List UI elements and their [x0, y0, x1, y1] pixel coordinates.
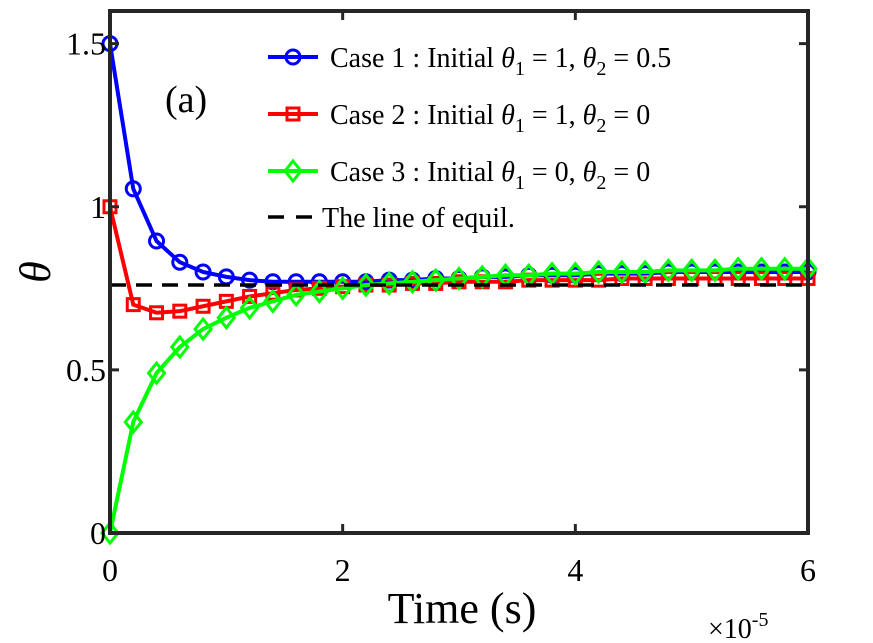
legend-marker: [283, 158, 303, 184]
data-point: [635, 259, 656, 285]
data-point: [265, 285, 281, 301]
x-tick-label: 6: [800, 552, 816, 588]
data-point: [146, 360, 167, 386]
data-point: [777, 271, 793, 287]
data-point: [239, 295, 260, 321]
data-point: [216, 305, 237, 331]
legend-entry-4: The line of equil.: [268, 203, 515, 234]
data-point: [262, 288, 283, 314]
data-point: [591, 272, 607, 288]
legend-label: Case 3 : Initial θ1 = 0, θ2 = 0: [330, 157, 650, 194]
data-point: [286, 282, 307, 308]
y-tick-label: 1.5: [66, 26, 106, 62]
data-point: [171, 253, 189, 271]
data-point: [705, 257, 725, 283]
data-point: [241, 271, 259, 289]
data-point: [124, 180, 142, 198]
x-exponent: ×10-5: [708, 609, 768, 643]
legend-entry-3: Case 3 : Initial θ1 = 0, θ2 = 0: [268, 157, 650, 194]
data-point: [658, 257, 679, 283]
data-point: [472, 264, 493, 290]
data-point: [242, 288, 258, 304]
legend-label: Case 1 : Initial θ1 = 1, θ2 = 0.5: [330, 43, 671, 80]
data-point: [169, 334, 190, 360]
legend-marker: [285, 106, 301, 122]
data-point: [149, 305, 165, 321]
plot-frame: [108, 9, 810, 535]
data-point: [309, 279, 330, 304]
data-point: [728, 256, 749, 282]
x-tick-label: 2: [335, 552, 351, 588]
data-point: [588, 259, 609, 285]
legend-label: The line of equil.: [322, 203, 515, 234]
data-point: [565, 261, 586, 287]
annotation-a: (a): [165, 79, 207, 121]
data-point: [100, 520, 120, 546]
data-point: [379, 271, 400, 296]
data-point: [172, 303, 188, 319]
data-point: [402, 269, 423, 295]
data-point: [611, 259, 632, 285]
data-point: [264, 273, 282, 291]
legend-entry-1: Case 1 : Initial θ1 = 1, θ2 = 0.5: [268, 43, 671, 80]
data-point: [195, 298, 211, 314]
data-point: [194, 263, 212, 281]
data-point: [425, 267, 446, 293]
legend-entry-2: Case 2 : Initial θ1 = 1, θ2 = 0: [268, 100, 650, 137]
series-line: [108, 266, 808, 534]
data-point: [125, 297, 141, 313]
data-point: [123, 409, 144, 435]
y-axis-label: θ: [11, 261, 60, 283]
y-tick-label: 0: [90, 515, 106, 551]
data-point: [356, 272, 376, 298]
x-tick-label: 0: [102, 552, 118, 588]
data-point: [148, 232, 166, 250]
y-tick-label: 1: [90, 189, 106, 225]
legend-label: Case 2 : Initial θ1 = 1, θ2 = 0: [330, 100, 650, 137]
x-axis-label: Time (s): [388, 584, 537, 633]
legend-marker: [284, 48, 302, 66]
data-point: [681, 257, 702, 283]
data-point: [774, 256, 795, 282]
y-tick-label: 0.5: [66, 352, 106, 388]
data-point: [449, 266, 469, 291]
data-point: [193, 316, 213, 342]
data-point: [751, 256, 772, 282]
x-tick-label: 4: [567, 552, 583, 588]
